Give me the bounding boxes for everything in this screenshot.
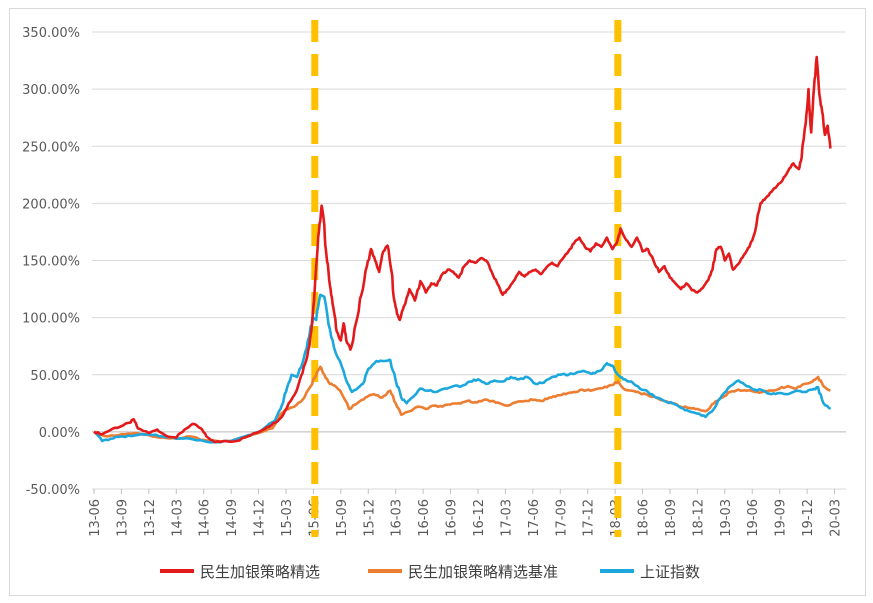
x-tick-label: 13-06 (88, 499, 103, 537)
x-tick-label: 15-09 (335, 499, 350, 537)
x-tick-label: 16-12 (472, 499, 487, 537)
x-tick-label: 19-09 (774, 499, 789, 537)
y-tick-label: 300.00% (22, 83, 80, 98)
x-tick-label: 13-12 (143, 499, 158, 537)
series-line (93, 55, 832, 444)
series-line (93, 293, 832, 444)
x-tick-label: 18-12 (691, 499, 706, 537)
legend-label: 上证指数 (640, 563, 700, 581)
x-tick-label: 14-09 (225, 499, 240, 537)
x-tick-label: 17-06 (527, 499, 542, 537)
legend-label: 民生加银策略精选 (200, 563, 320, 581)
x-axis-ticks: 13-06 13-09 13-12 14-03 14-06 14-09 14-12 15-03… (88, 489, 844, 537)
chart-frame (9, 8, 866, 596)
y-tick-label: 250.00% (22, 140, 80, 155)
legend-label: 民生加银策略精选基准 (408, 563, 558, 581)
x-tick-label: 18-06 (637, 499, 652, 537)
x-tick-label: 16-03 (390, 499, 405, 537)
y-axis-ticks: -50.00% 0.00% 50.00% 100.00% 150.00% 200.00% 2… (22, 26, 80, 498)
vertical-markers (311, 20, 622, 537)
x-tick-label: 17-12 (582, 499, 597, 537)
y-tick-label: 100.00% (22, 312, 80, 327)
x-tick-label: 17-03 (499, 499, 514, 537)
y-tick-label: 350.00% (22, 26, 80, 41)
x-tick-label: 20-03 (829, 499, 844, 537)
series-line (93, 365, 831, 443)
x-tick-label: 14-03 (170, 499, 185, 537)
legend: 民生加银策略精选 民生加银策略精选基准 上证指数 (160, 563, 700, 581)
x-tick-label: 14-06 (198, 499, 213, 537)
x-tick-label: 16-09 (445, 499, 460, 537)
x-tick-label: 13-09 (115, 499, 130, 537)
y-tick-label: 50.00% (30, 369, 80, 384)
x-tick-label: 14-12 (253, 499, 268, 537)
y-tick-label: 0.00% (39, 426, 80, 441)
x-tick-label: 19-03 (719, 499, 734, 537)
x-tick-label: 19-12 (801, 499, 816, 537)
gridlines (92, 31, 846, 490)
x-tick-label: 15-03 (280, 499, 295, 537)
x-tick-label: 15-12 (362, 499, 377, 537)
x-tick-label: 19-06 (746, 499, 761, 537)
y-tick-label: 200.00% (22, 197, 80, 212)
series-lines (93, 55, 832, 444)
x-tick-label: 18-09 (664, 499, 679, 537)
y-tick-label: 150.00% (22, 255, 80, 270)
x-tick-label: 17-09 (554, 499, 569, 537)
y-tick-label: -50.00% (26, 483, 80, 498)
x-tick-label: 16-06 (417, 499, 432, 537)
